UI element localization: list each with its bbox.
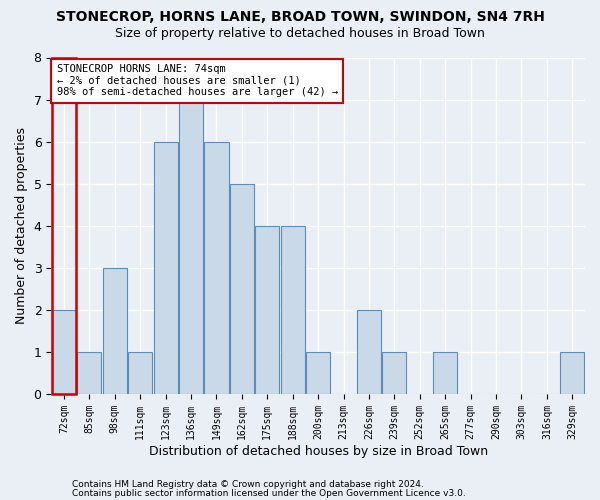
Bar [52,58,76,394]
Bar [77,352,101,394]
Bar [281,226,305,394]
Bar [382,352,406,394]
Text: Contains public sector information licensed under the Open Government Licence v3: Contains public sector information licen… [72,488,466,498]
Text: STONECROP HORNS LANE: 74sqm
← 2% of detached houses are smaller (1)
98% of semi-: STONECROP HORNS LANE: 74sqm ← 2% of deta… [56,64,338,98]
Bar [52,310,76,394]
Bar [103,268,127,394]
Text: Contains HM Land Registry data © Crown copyright and database right 2024.: Contains HM Land Registry data © Crown c… [72,480,424,489]
Bar [357,310,381,394]
Bar [154,142,178,394]
Y-axis label: Number of detached properties: Number of detached properties [15,127,28,324]
Bar [306,352,330,394]
Text: STONECROP, HORNS LANE, BROAD TOWN, SWINDON, SN4 7RH: STONECROP, HORNS LANE, BROAD TOWN, SWIND… [56,10,544,24]
Bar [560,352,584,394]
Bar [128,352,152,394]
Bar [255,226,280,394]
X-axis label: Distribution of detached houses by size in Broad Town: Distribution of detached houses by size … [149,444,488,458]
Text: Size of property relative to detached houses in Broad Town: Size of property relative to detached ho… [115,28,485,40]
Bar [179,100,203,394]
Bar [205,142,229,394]
Bar [433,352,457,394]
Bar [230,184,254,394]
